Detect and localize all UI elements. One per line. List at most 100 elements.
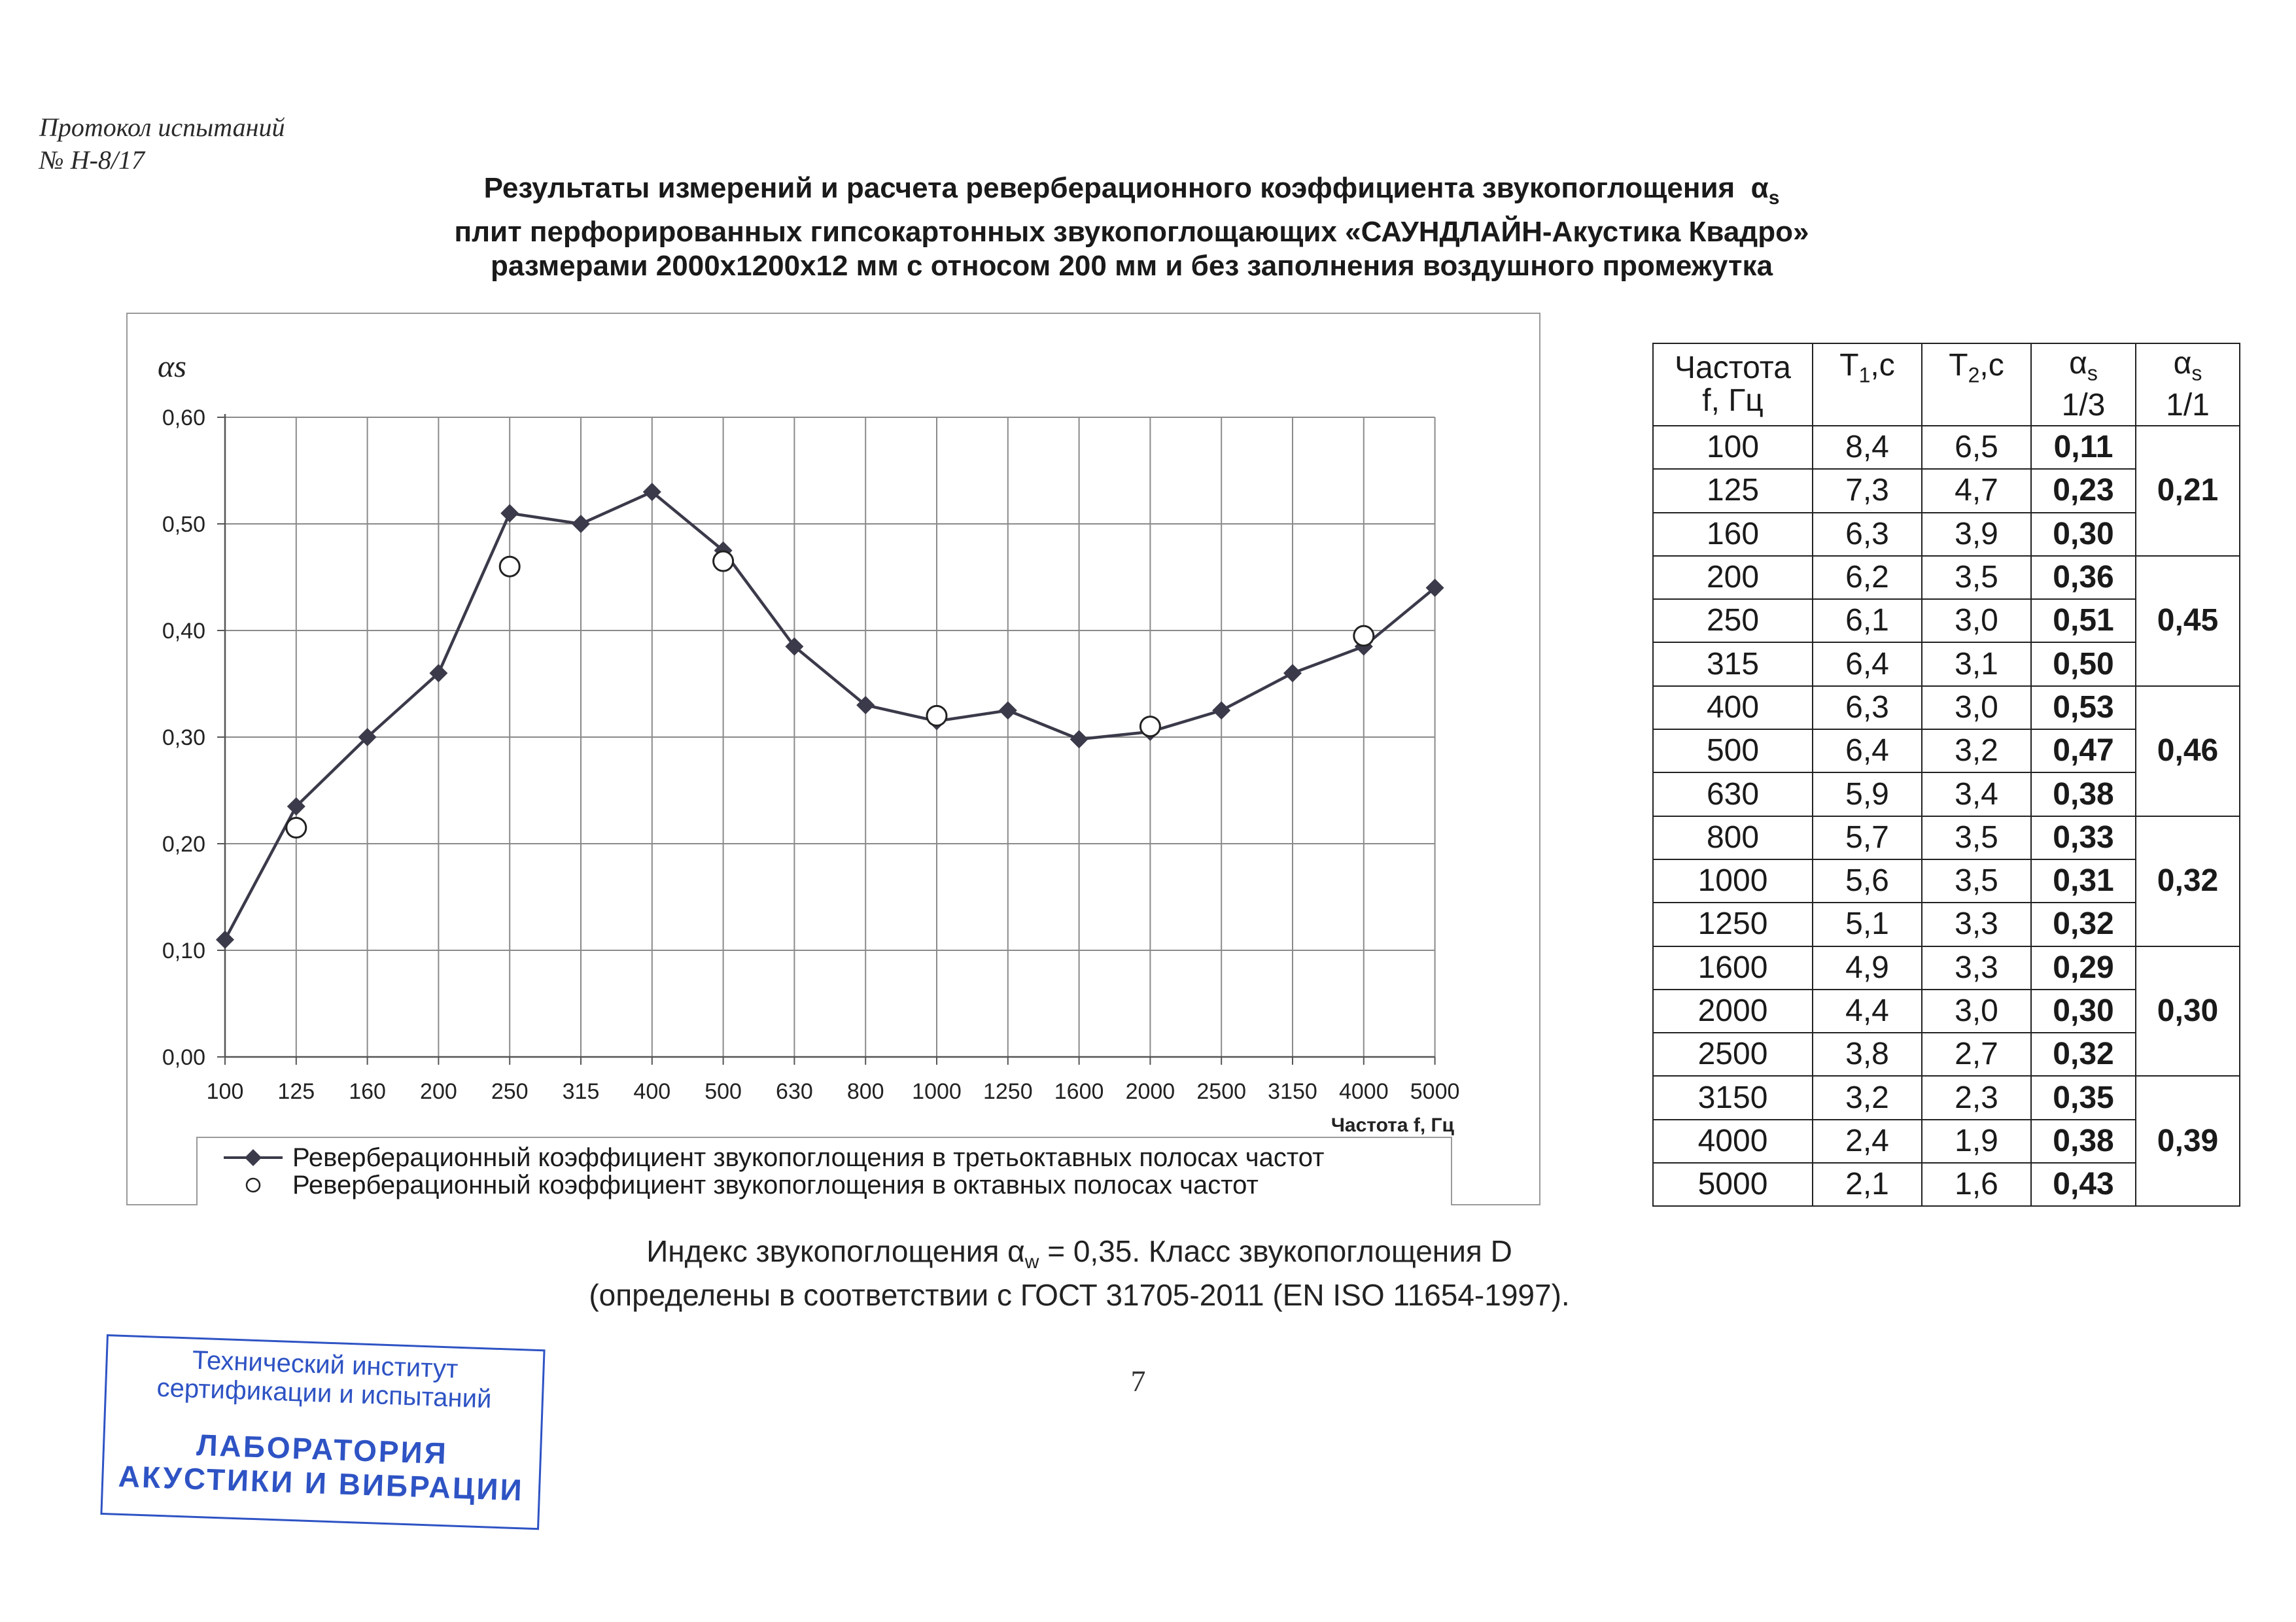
cell-frequency: 800 [1652,815,1813,860]
title-line-2: плит перфорированных гипсокартонных звук… [454,215,1809,248]
table-header-row: Частота f, Гц T1,с T2,с αs 1/3 αs 1/1 [1652,343,2240,426]
absorption-chart: 0,00 0,10 0,20 0,30 0,40 0,50 0,60 100 125 160 20… [158,349,1460,1136]
table-row: 1600 4,9 3,3 0,29 0,30 [1652,945,2240,1077]
cell-alpha-third: 0,29 [2030,945,2136,990]
cell-t2: 4,7 [1921,468,2032,513]
cell-frequency: 500 [1652,729,1813,774]
x-tick-label: 630 [776,1079,813,1104]
table-row: 4000 2,4 1,9 0,38 [1652,1118,2240,1164]
x-tick-label: 100 [207,1079,244,1104]
absorption-index: Индекс звукопоглощения αw = 0,35. Класс … [458,1235,1701,1311]
table-row: 500 6,4 3,2 0,47 [1652,729,2240,774]
protocol-number: № Н-8/17 [39,145,145,175]
y-tick-label: 0,40 [162,619,205,644]
cell-t2: 3,3 [1921,945,2032,990]
series-line-third-octave [224,490,1436,940]
header-t2-symbol: T [1949,348,1968,383]
protocol-header: Протокол испытаний № Н-8/17 [39,111,285,177]
title-line-1: Результаты измерений и расчета ревербера… [249,171,2015,215]
series-third-octave [216,483,1444,949]
cell-frequency: 1250 [1652,902,1813,947]
header-t1: T1,с [1812,343,1922,426]
title-line-1-text: Результаты измерений и расчета ревербера… [483,172,1735,204]
header-t1-subscript: 1 [1858,363,1871,387]
cell-alpha-octave: 0,32 [2135,815,2240,947]
stamp-institute: Технический институт сертификации и испы… [106,1343,543,1415]
cell-t2: 1,6 [1921,1162,2032,1207]
cell-t1: 2,1 [1812,1162,1922,1207]
cell-t1: 4,4 [1812,988,1922,1034]
table-row: 1250 5,1 3,3 0,32 [1652,902,2240,947]
data-point-third-octave [785,637,804,656]
x-tick-label: 200 [420,1079,457,1104]
cell-t1: 3,2 [1812,1075,1922,1120]
cell-t2: 3,3 [1921,902,2032,947]
table-body: 100 8,4 6,5 0,11 0,21 125 7,3 4,7 0,23 160 6,3 3,9 0… [1652,424,2240,1207]
y-tick-label: 0,20 [162,832,205,857]
cell-alpha-third: 0,30 [2030,988,2136,1034]
x-tick-label: 4000 [1339,1079,1389,1104]
cell-t1: 5,7 [1812,815,1922,860]
cell-t1: 6,1 [1812,598,1922,644]
protocol-title: Протокол испытаний [39,112,285,142]
data-point-octave [285,817,307,839]
cell-frequency: 3150 [1652,1075,1813,1120]
cell-alpha-third: 0,38 [2030,1118,2136,1164]
cell-t2: 2,3 [1921,1075,2032,1120]
data-point-third-octave [998,701,1017,720]
cell-alpha-third: 0,35 [2030,1075,2136,1120]
header-t1-symbol: T [1839,348,1859,383]
x-tick-label: 400 [633,1079,670,1104]
data-point-third-octave [358,728,377,746]
x-tick-label: 250 [491,1079,529,1104]
cell-frequency: 160 [1652,511,1813,557]
y-tick-label: 0,60 [162,406,205,430]
index-prefix: Индекс звукопоглощения α [646,1234,1025,1268]
table-row: 800 5,7 3,5 0,33 0,32 [1652,815,2240,947]
index-suffix: = 0,35. Класс звукопоглощения D [1039,1234,1512,1268]
cell-alpha-third: 0,47 [2030,729,2136,774]
header-alpha-third-symbol: α [2069,345,2087,381]
cell-t2: 3,4 [1921,772,2032,817]
cell-t1: 6,4 [1812,642,1922,687]
table-row: 125 7,3 4,7 0,23 [1652,468,2240,513]
series-octave [285,550,1375,839]
cell-frequency: 200 [1652,555,1813,600]
x-tick-label: 2000 [1126,1079,1175,1104]
cell-alpha-octave: 0,30 [2135,945,2240,1077]
cell-t2: 3,0 [1921,685,2032,731]
header-alpha-third-band: 1/3 [2061,388,2106,423]
cell-alpha-third: 0,43 [2030,1162,2136,1207]
data-point-third-octave [1212,701,1231,720]
cell-frequency: 630 [1652,772,1813,817]
legend-label-third-octave: Реверберационный коэффициент звукопоглощ… [292,1143,1325,1172]
cell-alpha-octave: 0,46 [2135,685,2240,817]
cell-t2: 3,5 [1921,815,2032,860]
cell-t2: 3,1 [1921,642,2032,687]
cell-t2: 3,5 [1921,858,2032,904]
legend-key-circle [245,1177,261,1193]
header-frequency-line2: f, Гц [1702,383,1764,418]
y-tick-label: 0,30 [162,725,205,750]
x-tick-label: 2500 [1196,1079,1246,1104]
cell-t2: 2,7 [1921,1032,2032,1077]
cell-alpha-third: 0,53 [2030,685,2136,731]
x-tick-label: 500 [704,1079,742,1104]
data-point-octave [1353,625,1375,647]
chart-axes [217,414,1436,1065]
header-frequency: Частота f, Гц [1652,343,1813,426]
table-row: 2000 4,4 3,0 0,30 [1652,988,2240,1034]
cell-t1: 6,2 [1812,555,1922,600]
cell-frequency: 2500 [1652,1032,1813,1077]
table-row: 200 6,2 3,5 0,36 0,45 [1652,555,2240,687]
data-point-octave [926,704,948,727]
title-alpha-symbol: α [1750,172,1769,204]
x-tick-labels: 100 125 160 200 250 315 400 500 630 800 1000 1250 16… [207,1079,1460,1104]
cell-alpha-third: 0,36 [2030,555,2136,600]
document-title: Результаты измерений и расчета ревербера… [249,171,2015,283]
y-tick-labels: 0,00 0,10 0,20 0,30 0,40 0,50 0,60 [162,406,205,1070]
cell-alpha-third: 0,30 [2030,511,2136,557]
cell-t1: 5,6 [1812,858,1922,904]
table-row: 100 8,4 6,5 0,11 0,21 [1652,424,2240,557]
data-point-third-octave [642,483,661,502]
